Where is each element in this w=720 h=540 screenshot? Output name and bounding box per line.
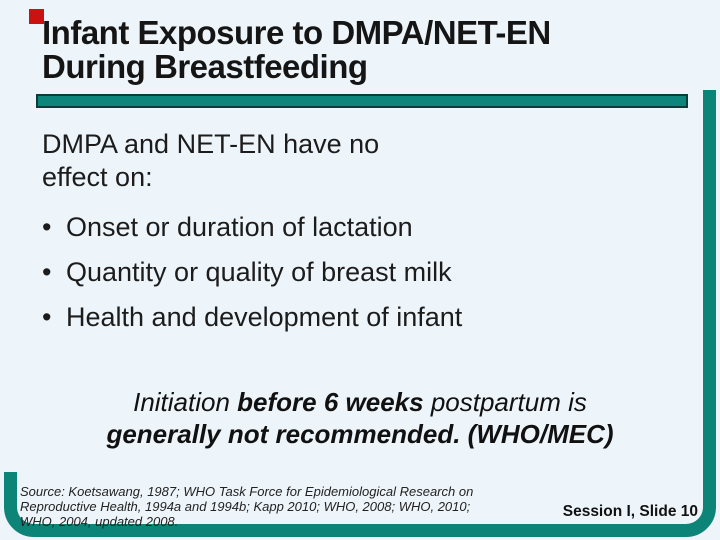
frame-mask-right-top <box>694 0 720 90</box>
bullet-list: • Onset or duration of lactation • Quant… <box>42 212 462 347</box>
slide-title-line2: During Breastfeeding <box>42 48 368 85</box>
source-line2: Reproductive Health, 1994a and 1994b; Ka… <box>20 499 471 514</box>
list-item: • Quantity or quality of breast milk <box>42 257 462 287</box>
source-citation: Source: Koetsawang, 1987; WHO Task Force… <box>20 484 510 529</box>
bullet-marker: • <box>42 257 52 287</box>
source-line1: Source: Koetsawang, 1987; WHO Task Force… <box>20 484 474 499</box>
frame-mask-left <box>0 0 26 472</box>
quote-segment-bold: (WHO/MEC) <box>460 419 614 449</box>
quote-segment: Initiation <box>133 387 238 417</box>
recommendation-quote: Initiation before 6 weeks postpartum is … <box>80 386 640 450</box>
source-line3: WHO, 2004, updated 2008. <box>20 514 179 529</box>
quote-segment: postpartum is <box>423 387 587 417</box>
quote-segment-bold: generally not recommended. <box>106 419 461 449</box>
bullet-marker: • <box>42 212 52 242</box>
slide-title-line1: Infant Exposure to DMPA/NET-EN <box>42 14 551 51</box>
title-underline-bar <box>36 94 688 108</box>
quote-segment-bold: before 6 weeks <box>237 387 424 417</box>
intro-line2: effect on: <box>42 162 153 192</box>
intro-line1: DMPA and NET-EN have no <box>42 129 380 159</box>
red-square-decoration <box>29 9 44 24</box>
bullet-text: Health and development of infant <box>66 302 463 332</box>
bullet-text: Onset or duration of lactation <box>66 212 413 242</box>
slide-number-label: Session I, Slide 10 <box>562 503 698 520</box>
slide-title: Infant Exposure to DMPA/NET-EN During Br… <box>42 16 551 84</box>
intro-text: DMPA and NET-EN have no effect on: <box>42 128 379 194</box>
bullet-text: Quantity or quality of breast milk <box>66 257 452 287</box>
list-item: • Health and development of infant <box>42 302 462 332</box>
bullet-marker: • <box>42 302 52 332</box>
list-item: • Onset or duration of lactation <box>42 212 462 242</box>
